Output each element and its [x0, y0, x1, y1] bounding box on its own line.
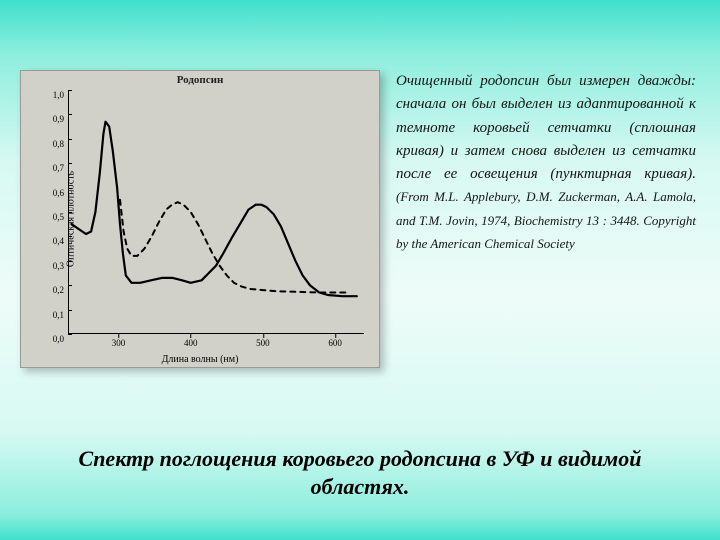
- chart-plot-area: 0,00,10,20,30,40,50,60,70,80,91,03004005…: [68, 90, 364, 334]
- caption: Очищенный родопсин был измерен дважды: с…: [396, 70, 700, 256]
- chart-xtick: 500: [256, 338, 270, 348]
- chart-xlabel: Длина волны (нм): [20, 354, 380, 365]
- chart-xtick: 400: [184, 338, 198, 348]
- chart-xtick: 600: [328, 338, 342, 348]
- chart-series-dark-adapted: [72, 122, 357, 297]
- chart-xtick: 300: [112, 338, 126, 348]
- page-title: Спектр поглощения коровьего родопсина в …: [40, 445, 680, 500]
- caption-source: (From M.L. Applebury, D.M. Zuckerman, A.…: [396, 189, 696, 251]
- top-row: Родопсин Оптическая плотность 0,00,10,20…: [20, 70, 700, 368]
- chart-box: Родопсин Оптическая плотность 0,00,10,20…: [20, 70, 380, 368]
- chart-title: Родопсин: [20, 74, 380, 86]
- caption-main: Очищенный родопсин был измерен дважды: с…: [396, 73, 696, 182]
- chart-container: Родопсин Оптическая плотность 0,00,10,20…: [20, 70, 380, 368]
- chart-curves: [68, 90, 364, 334]
